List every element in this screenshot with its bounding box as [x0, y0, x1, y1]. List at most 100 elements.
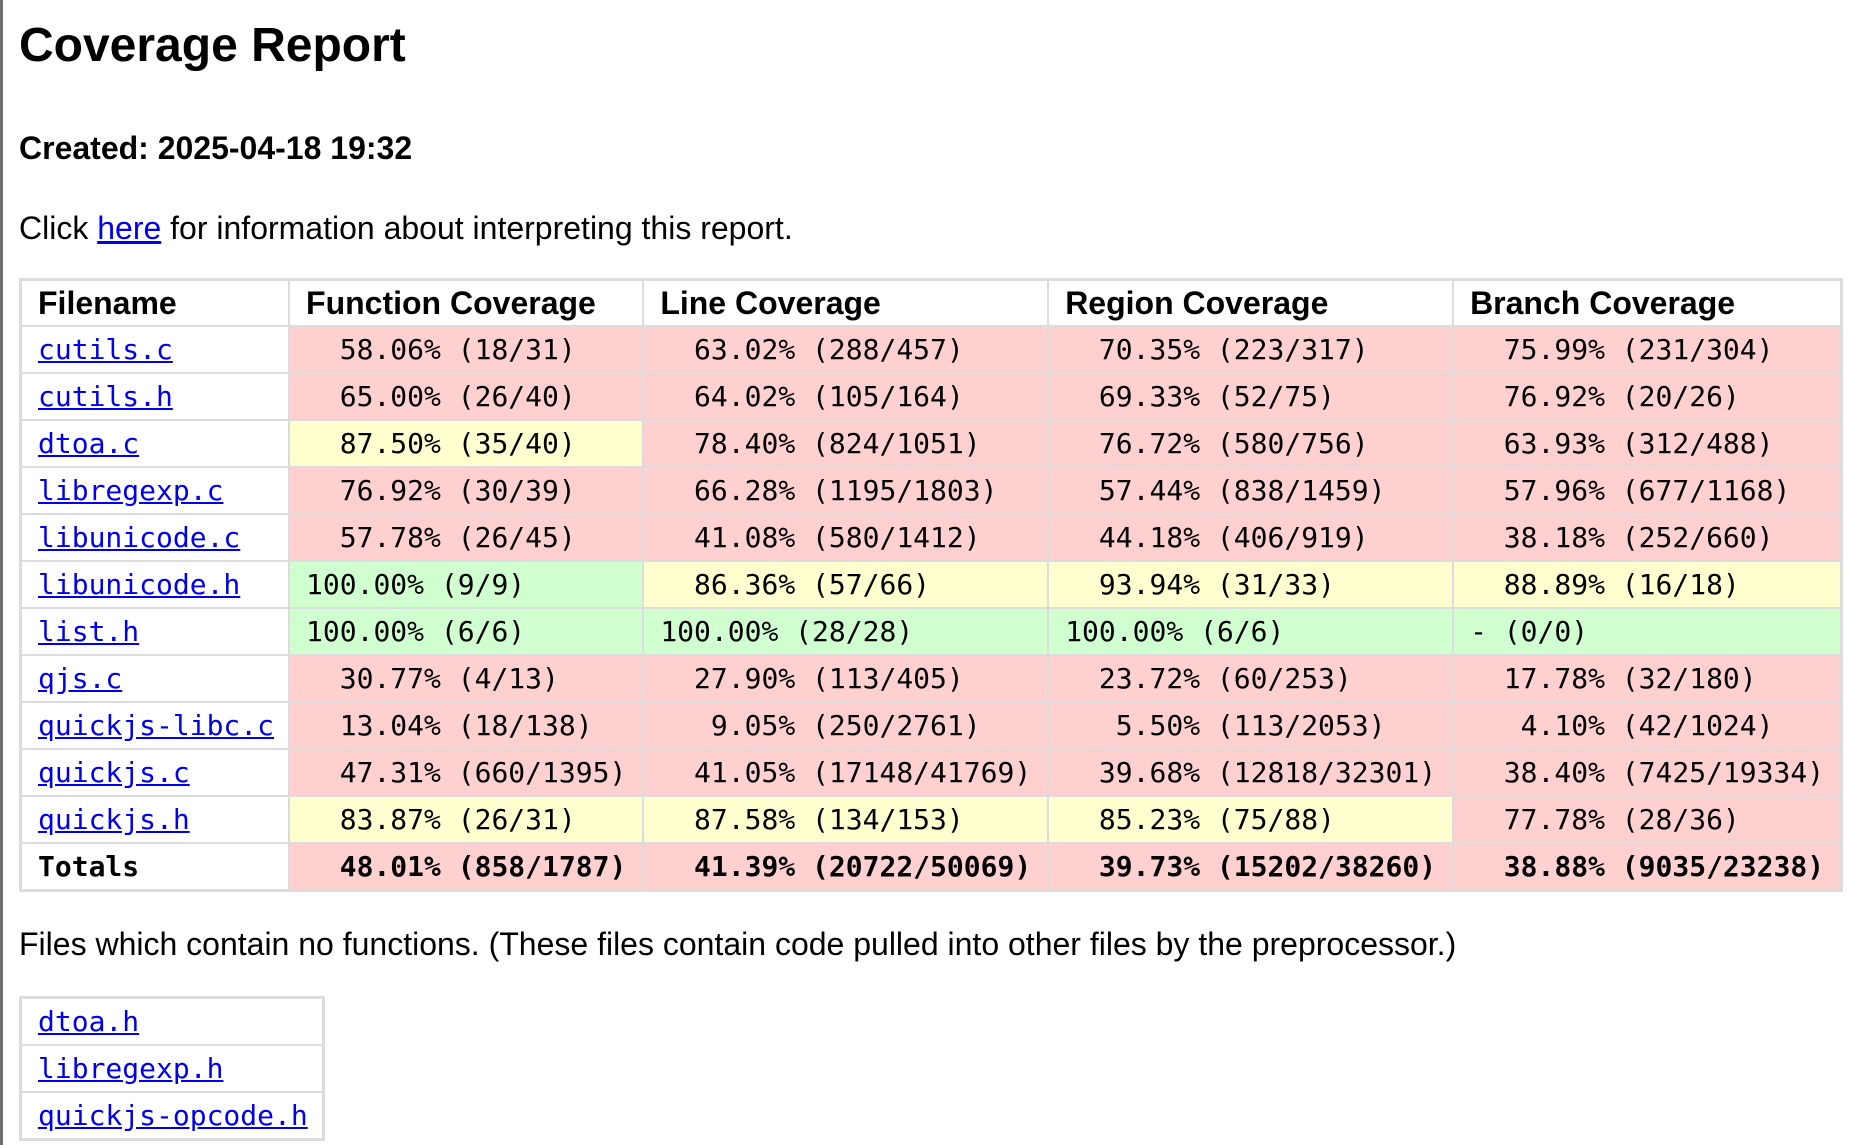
no-function-file-link[interactable]: quickjs-opcode.h — [38, 1099, 308, 1132]
filename-cell: qjs.c — [19, 654, 291, 703]
no-functions-table: dtoa.h libregexp.h quickjs-opcode.h — [19, 996, 325, 1141]
totals-label: Totals — [19, 842, 291, 892]
branch-coverage-cell: 38.18% (252/660) — [1452, 513, 1843, 562]
branch-coverage-cell: 77.78% (28/36) — [1452, 795, 1843, 844]
file-link[interactable]: quickjs.c — [38, 756, 190, 789]
filename-cell: list.h — [19, 607, 291, 656]
file-link[interactable]: libunicode.h — [38, 568, 241, 601]
function-coverage-cell: 100.00% (6/6) — [288, 607, 645, 656]
file-link[interactable]: qjs.c — [38, 662, 123, 695]
coverage-table-body: cutils.c 58.06% (18/31) 63.02% (288/457)… — [19, 325, 1843, 892]
no-function-file-cell: dtoa.h — [19, 996, 325, 1046]
function-coverage-cell: 83.87% (26/31) — [288, 795, 645, 844]
branch-coverage-cell: 76.92% (20/26) — [1452, 372, 1843, 421]
file-link[interactable]: libunicode.c — [38, 521, 241, 554]
branch-coverage-cell: 75.99% (231/304) — [1452, 325, 1843, 374]
totals-region-coverage-cell: 39.73% (15202/38260) — [1047, 842, 1455, 892]
function-coverage-cell: 30.77% (4/13) — [288, 654, 645, 703]
filename-cell: cutils.c — [19, 325, 291, 374]
table-row: dtoa.c 87.50% (35/40) 78.40% (824/1051) … — [19, 419, 1843, 468]
function-coverage-cell: 65.00% (26/40) — [288, 372, 645, 421]
table-row: cutils.c 58.06% (18/31) 63.02% (288/457)… — [19, 325, 1843, 374]
branch-coverage-cell: - (0/0) — [1452, 607, 1843, 656]
table-row: quickjs.h 83.87% (26/31) 87.58% (134/153… — [19, 795, 1843, 844]
header-region-coverage: Region Coverage — [1047, 278, 1455, 327]
table-row: quickjs-libc.c 13.04% (18/138) 9.05% (25… — [19, 701, 1843, 750]
region-coverage-cell: 23.72% (60/253) — [1047, 654, 1455, 703]
totals-line-coverage-cell: 41.39% (20722/50069) — [642, 842, 1050, 892]
table-header-row: Filename Function Coverage Line Coverage… — [19, 278, 1843, 327]
line-coverage-cell: 87.58% (134/153) — [642, 795, 1050, 844]
branch-coverage-cell: 38.40% (7425/19334) — [1452, 748, 1843, 797]
no-functions-note: Files which contain no functions. (These… — [19, 926, 1457, 962]
page-title: Coverage Report — [19, 19, 406, 72]
totals-row: Totals 48.01% (858/1787) 41.39% (20722/5… — [19, 842, 1843, 892]
function-coverage-cell: 13.04% (18/138) — [288, 701, 645, 750]
branch-coverage-cell: 4.10% (42/1024) — [1452, 701, 1843, 750]
region-coverage-cell: 85.23% (75/88) — [1047, 795, 1455, 844]
table-row: libregexp.c 76.92% (30/39) 66.28% (1195/… — [19, 466, 1843, 515]
filename-cell: cutils.h — [19, 372, 291, 421]
table-row: libunicode.c 57.78% (26/45) 41.08% (580/… — [19, 513, 1843, 562]
file-link[interactable]: cutils.c — [38, 333, 173, 366]
line-coverage-cell: 9.05% (250/2761) — [642, 701, 1050, 750]
table-row: qjs.c 30.77% (4/13) 27.90% (113/405) 23.… — [19, 654, 1843, 703]
line-coverage-cell: 86.36% (57/66) — [642, 560, 1050, 609]
line-coverage-cell: 41.08% (580/1412) — [642, 513, 1050, 562]
function-coverage-cell: 57.78% (26/45) — [288, 513, 645, 562]
file-link[interactable]: cutils.h — [38, 380, 173, 413]
no-function-file-cell: quickjs-opcode.h — [19, 1091, 325, 1141]
info-link[interactable]: here — [97, 210, 162, 246]
branch-coverage-cell: 17.78% (32/180) — [1452, 654, 1843, 703]
region-coverage-cell: 44.18% (406/919) — [1047, 513, 1455, 562]
region-coverage-cell: 76.72% (580/756) — [1047, 419, 1455, 468]
header-line-coverage: Line Coverage — [642, 278, 1050, 327]
created-timestamp: Created: 2025-04-18 19:32 — [19, 130, 413, 166]
filename-cell: quickjs.c — [19, 748, 291, 797]
branch-coverage-cell: 57.96% (677/1168) — [1452, 466, 1843, 515]
filename-cell: libunicode.c — [19, 513, 291, 562]
header-function-coverage: Function Coverage — [288, 278, 645, 327]
list-item: quickjs-opcode.h — [19, 1091, 325, 1141]
line-coverage-cell: 63.02% (288/457) — [642, 325, 1050, 374]
branch-coverage-cell: 63.93% (312/488) — [1452, 419, 1843, 468]
table-row: quickjs.c 47.31% (660/1395) 41.05% (1714… — [19, 748, 1843, 797]
filename-cell: libregexp.c — [19, 466, 291, 515]
file-link[interactable]: quickjs.h — [38, 803, 190, 836]
coverage-table: Filename Function Coverage Line Coverage… — [19, 278, 1844, 892]
no-function-file-link[interactable]: dtoa.h — [38, 1005, 140, 1038]
header-branch-coverage: Branch Coverage — [1452, 278, 1843, 327]
totals-function-coverage-cell: 48.01% (858/1787) — [288, 842, 645, 892]
filename-cell: quickjs-libc.c — [19, 701, 291, 750]
line-coverage-cell: 27.90% (113/405) — [642, 654, 1050, 703]
line-coverage-cell: 41.05% (17148/41769) — [642, 748, 1050, 797]
info-suffix: for information about interpreting this … — [161, 210, 793, 246]
totals-branch-coverage-cell: 38.88% (9035/23238) — [1452, 842, 1843, 892]
list-item: dtoa.h — [19, 996, 325, 1046]
table-row: libunicode.h 100.00% (9/9) 86.36% (57/66)… — [19, 560, 1843, 609]
function-coverage-cell: 47.31% (660/1395) — [288, 748, 645, 797]
region-coverage-cell: 5.50% (113/2053) — [1047, 701, 1455, 750]
info-prefix: Click — [19, 210, 98, 246]
file-link[interactable]: dtoa.c — [38, 427, 140, 460]
table-row: cutils.h 65.00% (26/40) 64.02% (105/164)… — [19, 372, 1843, 421]
table-row: list.h 100.00% (6/6) 100.00% (28/28) 100.00… — [19, 607, 1843, 656]
function-coverage-cell: 100.00% (9/9) — [288, 560, 645, 609]
filename-cell: quickjs.h — [19, 795, 291, 844]
branch-coverage-cell: 88.89% (16/18) — [1452, 560, 1843, 609]
file-link[interactable]: list.h — [38, 615, 140, 648]
list-item: libregexp.h — [19, 1044, 325, 1093]
filename-cell: libunicode.h — [19, 560, 291, 609]
region-coverage-cell: 93.94% (31/33) — [1047, 560, 1455, 609]
line-coverage-cell: 100.00% (28/28) — [642, 607, 1050, 656]
file-link[interactable]: libregexp.c — [38, 474, 224, 507]
line-coverage-cell: 66.28% (1195/1803) — [642, 466, 1050, 515]
function-coverage-cell: 76.92% (30/39) — [288, 466, 645, 515]
filename-cell: dtoa.c — [19, 419, 291, 468]
line-coverage-cell: 64.02% (105/164) — [642, 372, 1050, 421]
page-left-border — [0, 0, 3, 1145]
file-link[interactable]: quickjs-libc.c — [38, 709, 275, 742]
region-coverage-cell: 57.44% (838/1459) — [1047, 466, 1455, 515]
no-function-file-link[interactable]: libregexp.h — [38, 1052, 224, 1085]
